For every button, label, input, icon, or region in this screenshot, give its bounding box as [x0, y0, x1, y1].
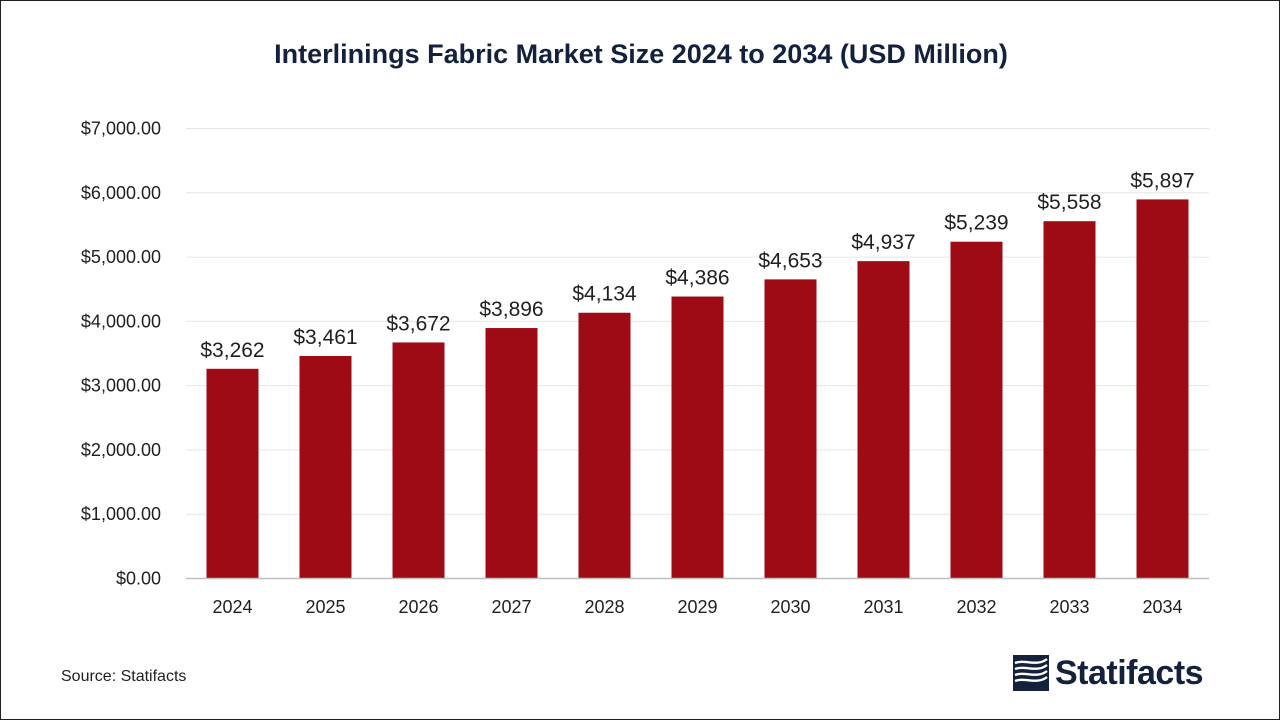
x-tick-label-2028: 2028	[584, 597, 624, 617]
bar-2024	[206, 368, 259, 579]
bar-2033	[1043, 221, 1096, 579]
x-tick-label-2032: 2032	[956, 597, 996, 617]
data-label-2025: $3,461	[293, 326, 357, 349]
x-tick-label-2026: 2026	[398, 597, 438, 617]
x-tick-label-2031: 2031	[863, 597, 903, 617]
x-tick-label-2029: 2029	[677, 597, 717, 617]
bar-2028	[578, 312, 631, 579]
y-tick-label: $4,000.00	[81, 311, 161, 331]
data-labels: $3,262 $3,461 $3,672 $3,896 $4,134 $4,386 $4,6…	[200, 169, 1194, 361]
bar-2025	[299, 356, 352, 579]
x-tick-label-2027: 2027	[491, 597, 531, 617]
x-axis-ticks: 2024 2025 2026 2027 2028 2029 2030 2031 2032 2033…	[212, 597, 1182, 617]
brand-name: Statifacts	[1055, 653, 1204, 692]
statifacts-logo-icon	[1013, 655, 1049, 691]
brand-logo: Statifacts	[1013, 653, 1204, 693]
y-tick-label: $6,000.00	[81, 183, 161, 203]
source-note: Source: Statifacts	[61, 668, 187, 685]
bars	[206, 199, 1189, 579]
chart-title: Interlinings Fabric Market Size 2024 to …	[274, 39, 1008, 69]
data-label-2030: $4,653	[758, 249, 822, 272]
bar-2027	[485, 328, 538, 579]
data-label-2028: $4,134	[572, 283, 637, 306]
x-tick-label-2024: 2024	[212, 597, 252, 617]
bar-2032	[950, 241, 1003, 579]
y-tick-label: $0.00	[116, 569, 161, 589]
x-tick-label-2033: 2033	[1049, 597, 1089, 617]
bar-2034	[1136, 199, 1189, 579]
data-label-2029: $4,386	[665, 267, 729, 290]
y-tick-label: $2,000.00	[81, 440, 161, 460]
data-label-2033: $5,558	[1037, 191, 1101, 214]
data-label-2031: $4,937	[851, 231, 915, 254]
bar-2026	[392, 342, 445, 579]
x-tick-label-2034: 2034	[1142, 597, 1182, 617]
data-label-2034: $5,897	[1130, 169, 1194, 192]
x-tick-label-2030: 2030	[770, 597, 810, 617]
y-axis-ticks: $0.00 $1,000.00 $2,000.00 $3,000.00 $4,000.0…	[81, 119, 161, 589]
bar-2029	[671, 296, 724, 579]
data-label-2027: $3,896	[479, 298, 543, 321]
y-tick-label: $3,000.00	[81, 376, 161, 396]
data-label-2026: $3,672	[386, 312, 450, 335]
data-label-2032: $5,239	[944, 212, 1008, 235]
y-tick-label: $1,000.00	[81, 504, 161, 524]
data-label-2024: $3,262	[200, 339, 264, 362]
bar-2030	[764, 279, 817, 579]
x-tick-label-2025: 2025	[305, 597, 345, 617]
y-tick-label: $7,000.00	[81, 119, 161, 139]
y-tick-label: $5,000.00	[81, 247, 161, 267]
bar-2031	[857, 261, 910, 579]
